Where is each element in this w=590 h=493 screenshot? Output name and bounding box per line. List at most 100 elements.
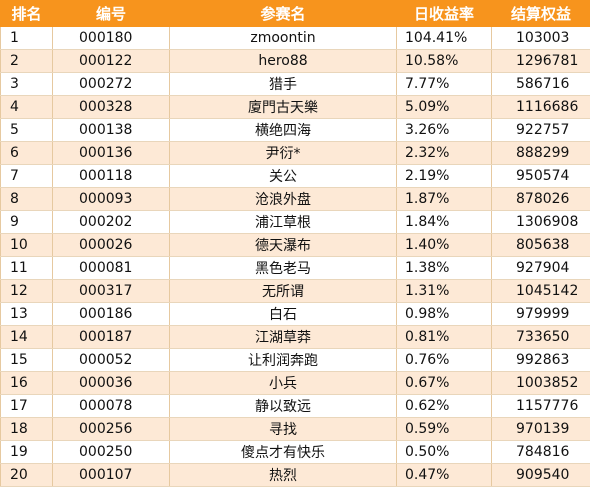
- cell-name: 无所谓: [169, 279, 397, 303]
- table-row: 20 000107 热烈 0.47% 909540: [0, 463, 590, 487]
- cell-rate: 0.50%: [396, 440, 492, 464]
- cell-rate: 2.32%: [396, 141, 492, 165]
- header-rank[interactable]: 排名: [0, 0, 53, 27]
- table-row: 4 000328 廈門古天樂 5.09% 1116686: [0, 95, 590, 119]
- cell-code: 000250: [52, 440, 170, 464]
- cell-name: 让利润奔跑: [169, 348, 397, 372]
- cell-name: 江湖草莽: [169, 325, 397, 349]
- table-row: 13 000186 白石 0.98% 979999: [0, 302, 590, 326]
- cell-equity: 805638: [491, 233, 590, 257]
- cell-rank: 2: [0, 49, 53, 73]
- cell-code: 000122: [52, 49, 170, 73]
- cell-name: 傻点才有快乐: [169, 440, 397, 464]
- cell-name: 浦江草根: [169, 210, 397, 234]
- cell-rate: 1.31%: [396, 279, 492, 303]
- cell-rank: 8: [0, 187, 53, 211]
- cell-name: 德天瀑布: [169, 233, 397, 257]
- cell-equity: 878026: [491, 187, 590, 211]
- cell-rate: 1.84%: [396, 210, 492, 234]
- cell-rank: 9: [0, 210, 53, 234]
- table-row: 2 000122 hero88 10.58% 1296781: [0, 49, 590, 73]
- cell-rate: 0.76%: [396, 348, 492, 372]
- header-name[interactable]: 参赛名: [169, 0, 397, 27]
- table-row: 15 000052 让利润奔跑 0.76% 992863: [0, 348, 590, 372]
- cell-code: 000272: [52, 72, 170, 96]
- cell-code: 000317: [52, 279, 170, 303]
- table-row: 18 000256 寻找 0.59% 970139: [0, 417, 590, 441]
- cell-code: 000078: [52, 394, 170, 418]
- cell-equity: 103003: [491, 26, 590, 50]
- cell-equity: 1157776: [491, 394, 590, 418]
- cell-equity: 733650: [491, 325, 590, 349]
- cell-equity: 1296781: [491, 49, 590, 73]
- cell-rank: 20: [0, 463, 53, 487]
- cell-code: 000093: [52, 187, 170, 211]
- cell-equity: 1116686: [491, 95, 590, 119]
- cell-code: 000187: [52, 325, 170, 349]
- cell-name: 关公: [169, 164, 397, 188]
- cell-rank: 4: [0, 95, 53, 119]
- cell-rank: 1: [0, 26, 53, 50]
- cell-rank: 12: [0, 279, 53, 303]
- cell-code: 000118: [52, 164, 170, 188]
- cell-code: 000138: [52, 118, 170, 142]
- cell-name: 小兵: [169, 371, 397, 395]
- cell-name: 猎手: [169, 72, 397, 96]
- cell-name: 白石: [169, 302, 397, 326]
- cell-code: 000186: [52, 302, 170, 326]
- cell-rank: 10: [0, 233, 53, 257]
- cell-rank: 6: [0, 141, 53, 165]
- cell-name: 寻找: [169, 417, 397, 441]
- cell-rank: 19: [0, 440, 53, 464]
- table-row: 1 000180 zmoontin 104.41% 103003: [0, 26, 590, 50]
- cell-name: hero88: [169, 49, 397, 73]
- table-row: 19 000250 傻点才有快乐 0.50% 784816: [0, 440, 590, 464]
- cell-rate: 0.81%: [396, 325, 492, 349]
- table-row: 8 000093 沧浪外盘 1.87% 878026: [0, 187, 590, 211]
- cell-rate: 104.41%: [396, 26, 492, 50]
- table-row: 14 000187 江湖草莽 0.81% 733650: [0, 325, 590, 349]
- table-row: 6 000136 尹衍* 2.32% 888299: [0, 141, 590, 165]
- table-row: 12 000317 无所谓 1.31% 1045142: [0, 279, 590, 303]
- cell-rank: 16: [0, 371, 53, 395]
- cell-rate: 0.67%: [396, 371, 492, 395]
- cell-rank: 11: [0, 256, 53, 280]
- cell-code: 000026: [52, 233, 170, 257]
- cell-rate: 0.59%: [396, 417, 492, 441]
- cell-rank: 13: [0, 302, 53, 326]
- cell-code: 000107: [52, 463, 170, 487]
- cell-rank: 14: [0, 325, 53, 349]
- cell-equity: 992863: [491, 348, 590, 372]
- cell-equity: 909540: [491, 463, 590, 487]
- cell-name: 沧浪外盘: [169, 187, 397, 211]
- cell-rate: 1.38%: [396, 256, 492, 280]
- header-row: 排名 编号 参赛名 日收益率 结算权益: [0, 0, 590, 27]
- cell-code: 000136: [52, 141, 170, 165]
- header-code[interactable]: 编号: [52, 0, 170, 27]
- cell-rate: 7.77%: [396, 72, 492, 96]
- cell-rate: 10.58%: [396, 49, 492, 73]
- header-equity[interactable]: 结算权益: [491, 0, 590, 27]
- cell-name: 廈門古天樂: [169, 95, 397, 119]
- cell-equity: 970139: [491, 417, 590, 441]
- cell-rank: 5: [0, 118, 53, 142]
- cell-equity: 927904: [491, 256, 590, 280]
- cell-equity: 888299: [491, 141, 590, 165]
- table-row: 17 000078 静以致远 0.62% 1157776: [0, 394, 590, 418]
- cell-name: 尹衍*: [169, 141, 397, 165]
- cell-name: 热烈: [169, 463, 397, 487]
- cell-equity: 1306908: [491, 210, 590, 234]
- cell-rate: 0.47%: [396, 463, 492, 487]
- cell-rank: 17: [0, 394, 53, 418]
- cell-equity: 950574: [491, 164, 590, 188]
- cell-name: 静以致远: [169, 394, 397, 418]
- header-rate[interactable]: 日收益率: [396, 0, 492, 27]
- cell-name: zmoontin: [169, 26, 397, 50]
- table-row: 10 000026 德天瀑布 1.40% 805638: [0, 233, 590, 257]
- table-row: 11 000081 黑色老马 1.38% 927904: [0, 256, 590, 280]
- cell-equity: 784816: [491, 440, 590, 464]
- table-body: 1 000180 zmoontin 104.41% 103003 2 000122 hero8…: [0, 26, 590, 487]
- cell-rate: 1.87%: [396, 187, 492, 211]
- cell-code: 000328: [52, 95, 170, 119]
